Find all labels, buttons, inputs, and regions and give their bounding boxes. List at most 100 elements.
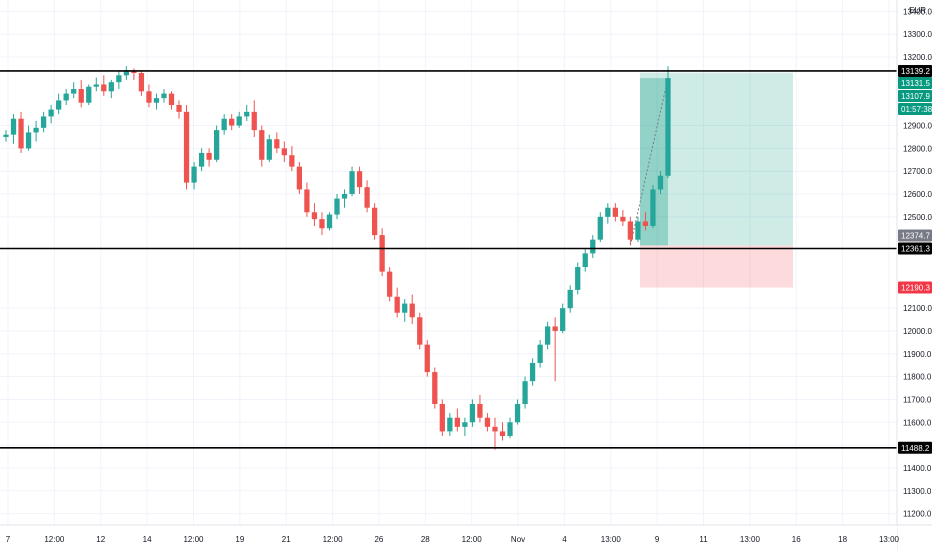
candle-body	[356, 171, 363, 188]
time-tick-label: 13:00	[879, 535, 900, 544]
candle-body	[296, 166, 303, 190]
time-tick-label: 18	[838, 535, 847, 544]
candle-body	[86, 86, 92, 103]
price-label-text: 12374.7	[901, 232, 930, 241]
time-tick-label: 26	[374, 535, 383, 544]
price-label-text: 13107.9	[901, 92, 930, 101]
price-label-entry	[898, 229, 932, 242]
candle-body	[56, 100, 62, 110]
candle-body	[3, 134, 9, 137]
candle-body	[116, 75, 122, 83]
time-tick-label: 16	[792, 535, 801, 544]
time-tick-label: Nov	[511, 535, 525, 544]
candle-body	[161, 93, 167, 99]
candle-body	[529, 362, 536, 382]
price-tick-label: 11600.0	[903, 418, 932, 427]
time-tick-label: 12:00	[183, 535, 204, 544]
candle-body	[251, 111, 257, 131]
candle-body	[371, 207, 378, 236]
candle-body	[108, 82, 114, 92]
time-tick-label: 11	[699, 535, 708, 544]
time-tick-label: 9	[655, 535, 660, 544]
candle-body	[454, 417, 460, 427]
price-tick-label: 12800.0	[903, 144, 932, 153]
candle-body	[575, 267, 581, 290]
candle-body	[10, 118, 17, 135]
candle-body	[153, 98, 160, 103]
candle-body	[259, 130, 265, 160]
price-tick-label: 12000.0	[903, 327, 932, 336]
candle-body	[25, 132, 32, 149]
candle-body	[537, 344, 543, 363]
price-tick-label: 11900.0	[903, 350, 932, 359]
price-label-line	[898, 441, 932, 454]
candle-body	[48, 109, 54, 117]
stop-loss-zone	[640, 245, 793, 288]
time-tick-label: 21	[282, 535, 291, 544]
price-tick-label: 12500.0	[903, 213, 932, 222]
candle-body	[462, 422, 468, 427]
candle-body	[552, 326, 558, 331]
candle-body	[183, 111, 190, 183]
candle-body	[627, 221, 634, 240]
price-tick-label: 11800.0	[903, 373, 932, 382]
candle-body	[514, 404, 521, 423]
candle-body	[236, 116, 242, 126]
candle-body	[326, 214, 333, 229]
price-label-countdown	[898, 102, 932, 115]
candle-body	[138, 73, 145, 92]
time-tick-label: 13:00	[740, 535, 761, 544]
candle-body	[402, 303, 408, 313]
price-label-text: 11488.2	[901, 444, 930, 453]
candle-body	[244, 111, 250, 117]
candle-body	[63, 93, 69, 101]
price-tick-label: 12100.0	[903, 304, 932, 313]
candle-body	[522, 381, 528, 405]
price-tick-label: 11200.0	[903, 510, 932, 519]
position-path	[629, 77, 669, 246]
price-label-target	[898, 76, 932, 89]
candle-body	[146, 91, 152, 103]
price-label-stop	[898, 281, 932, 294]
candle-body	[198, 152, 205, 167]
candle-body	[93, 84, 99, 87]
price-tick-label: 11400.0	[903, 464, 932, 473]
candle-body	[605, 207, 611, 217]
candle-body	[612, 207, 618, 217]
candle-body	[229, 118, 235, 126]
price-tick-label: 13400.0	[903, 7, 932, 16]
candle-body	[214, 130, 220, 160]
candle-body	[266, 139, 272, 160]
candle-body	[33, 127, 39, 133]
candle-body	[319, 219, 325, 229]
candle-body	[447, 417, 453, 432]
candle-body	[432, 372, 438, 405]
price-tick-label: 13300.0	[903, 30, 932, 39]
time-tick-label: 12	[96, 535, 105, 544]
candle-body	[507, 422, 513, 436]
candle-body	[567, 289, 573, 309]
time-axis	[0, 525, 897, 550]
price-label-last	[898, 89, 932, 102]
price-tick-label: 12600.0	[903, 190, 932, 199]
candle-body	[18, 118, 24, 149]
time-tick-label: 14	[143, 535, 152, 544]
candle-body	[620, 216, 626, 222]
price-label-text: 01:57:38	[901, 105, 932, 114]
time-tick-label: 12:00	[323, 535, 344, 544]
time-tick-label: 19	[235, 535, 244, 544]
price-tick-label: 11300.0	[903, 487, 932, 496]
candle-body	[469, 404, 476, 423]
candle-body	[417, 317, 423, 345]
candle-body	[484, 417, 491, 427]
price-tick-label: 11700.0	[903, 395, 932, 404]
time-tick-label: 7	[6, 535, 11, 544]
candle-body	[274, 139, 280, 149]
candle-body	[176, 105, 182, 112]
candle-body	[289, 155, 295, 167]
candle-body	[545, 326, 551, 345]
candle-body	[387, 271, 393, 297]
candle-body	[221, 118, 227, 131]
